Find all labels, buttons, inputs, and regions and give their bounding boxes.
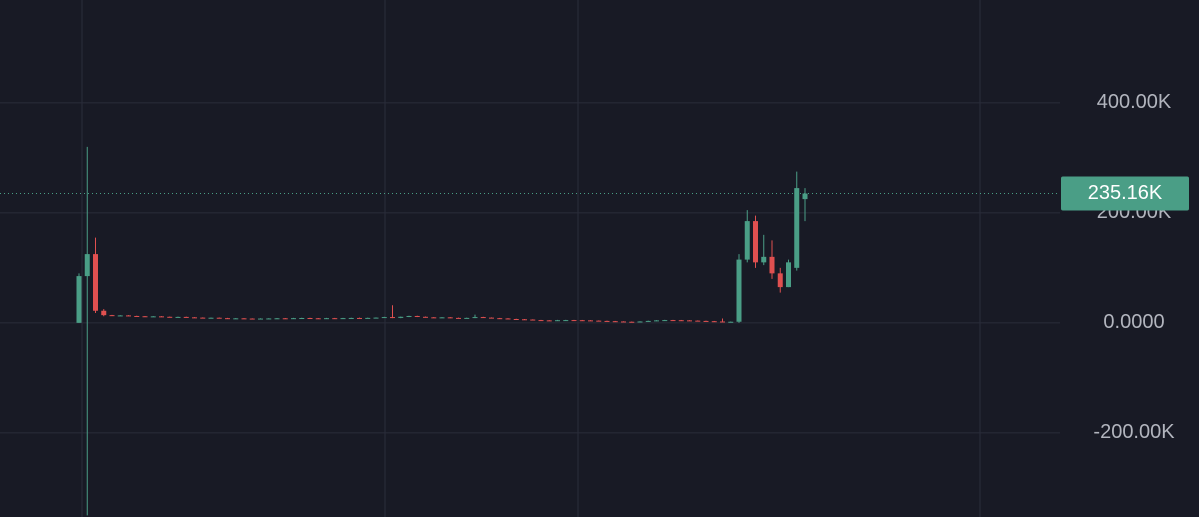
candle-body bbox=[134, 315, 140, 317]
last-price-label: 235.16K bbox=[1088, 182, 1163, 204]
candle-body bbox=[299, 318, 305, 320]
candle-body bbox=[225, 318, 230, 320]
candle-body bbox=[654, 320, 659, 322]
candle-body bbox=[365, 317, 371, 319]
candle-body bbox=[431, 317, 437, 319]
candle-body bbox=[645, 320, 651, 322]
candle-body bbox=[348, 317, 354, 319]
candle-body bbox=[744, 221, 750, 260]
candle-body bbox=[670, 320, 676, 322]
candle-body bbox=[414, 315, 420, 317]
candle-body bbox=[315, 318, 321, 320]
candle-body bbox=[274, 318, 280, 320]
candle-body bbox=[216, 317, 222, 319]
candle-body bbox=[167, 316, 173, 318]
candle-body bbox=[530, 319, 536, 321]
candle-body bbox=[720, 321, 725, 323]
candle-body bbox=[538, 320, 544, 322]
candle-body bbox=[307, 318, 313, 320]
candle-body bbox=[489, 317, 494, 319]
candle-body bbox=[563, 320, 569, 322]
candle-body bbox=[464, 317, 470, 319]
candle-body bbox=[258, 318, 263, 320]
candle-body bbox=[109, 315, 115, 317]
last-price-tag bbox=[1061, 176, 1189, 211]
candle-body bbox=[612, 321, 618, 323]
candle-body bbox=[126, 315, 131, 317]
candle-body bbox=[332, 318, 338, 320]
candle-body bbox=[398, 316, 404, 318]
candle-body bbox=[579, 320, 585, 322]
candle-body bbox=[546, 320, 552, 322]
candle-body bbox=[291, 318, 296, 320]
candle-body bbox=[786, 262, 791, 288]
candle-body bbox=[101, 310, 107, 316]
candle-body bbox=[695, 320, 701, 322]
candle-body bbox=[769, 256, 775, 274]
candle-body bbox=[753, 221, 758, 263]
candle-body bbox=[555, 320, 560, 322]
candle-body bbox=[522, 319, 527, 321]
candle-body bbox=[637, 321, 643, 323]
candle-body bbox=[596, 320, 602, 322]
candle-body bbox=[324, 318, 329, 320]
candle-body bbox=[84, 254, 90, 277]
candle-body bbox=[703, 320, 709, 322]
candle-body bbox=[662, 320, 668, 322]
candle-body bbox=[621, 321, 626, 323]
y-tick-label: 0.0000 bbox=[1103, 311, 1164, 333]
candle-body bbox=[497, 318, 503, 320]
y-tick-label: -200.00K bbox=[1093, 421, 1175, 443]
candle-body bbox=[736, 259, 742, 322]
candle-body bbox=[678, 320, 684, 322]
candle-body bbox=[687, 320, 692, 322]
candle-body bbox=[571, 320, 577, 322]
candle-body bbox=[439, 317, 445, 319]
candle-body bbox=[513, 319, 519, 320]
candle-body bbox=[208, 317, 214, 319]
candle-body bbox=[456, 317, 461, 319]
candle-body bbox=[480, 317, 486, 319]
candle-body bbox=[711, 321, 717, 323]
candle-body bbox=[183, 316, 189, 318]
candle-body bbox=[447, 317, 453, 319]
candle-body bbox=[357, 317, 362, 319]
candle-body bbox=[588, 320, 593, 322]
candle-body bbox=[200, 317, 206, 319]
candle-body bbox=[150, 316, 156, 318]
candle-body bbox=[423, 316, 428, 318]
candle-body bbox=[802, 193, 808, 200]
candle-body bbox=[93, 254, 98, 311]
candle-body bbox=[629, 321, 635, 323]
candle-body bbox=[728, 321, 734, 323]
candle-body bbox=[340, 318, 346, 320]
candle-body bbox=[406, 315, 412, 317]
candle-body bbox=[373, 317, 379, 319]
candle-body bbox=[472, 317, 478, 319]
candle-body bbox=[192, 317, 197, 319]
candle-body bbox=[282, 318, 288, 320]
candle-body bbox=[266, 318, 272, 320]
candle-body bbox=[117, 315, 123, 317]
candle-body bbox=[794, 188, 800, 268]
candle-body bbox=[604, 320, 610, 322]
candle-body bbox=[505, 318, 511, 320]
candle-body bbox=[390, 317, 395, 319]
candle-body bbox=[159, 316, 164, 318]
candle-body bbox=[761, 256, 767, 263]
candle-body bbox=[249, 318, 255, 320]
candle-body bbox=[381, 317, 387, 319]
candle-body bbox=[142, 316, 148, 318]
y-tick-label: 600.00K bbox=[1097, 0, 1172, 3]
candle-body bbox=[241, 318, 247, 320]
candle-body bbox=[233, 318, 239, 320]
candle-body bbox=[175, 316, 181, 318]
y-tick-label: 400.00K bbox=[1097, 91, 1172, 113]
candle-body bbox=[76, 276, 82, 323]
candle-body bbox=[777, 273, 783, 288]
